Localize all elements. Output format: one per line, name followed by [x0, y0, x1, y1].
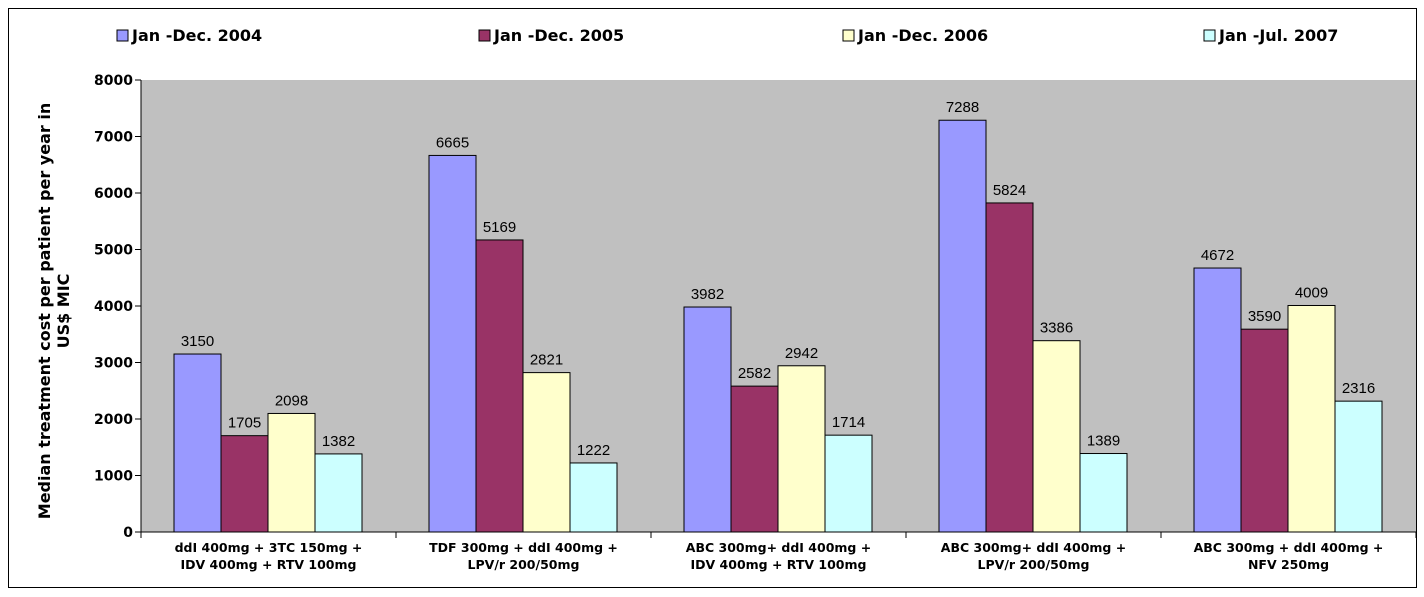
bar	[1079, 453, 1128, 533]
legend-label: Jan -Dec. 2005	[493, 26, 624, 45]
legend-swatch	[1203, 29, 1216, 42]
y-axis-label: Median treatment cost per patient per ye…	[35, 103, 73, 519]
bar	[1287, 304, 1336, 533]
legend: Jan -Dec. 2004 Jan -Dec. 2005 Jan -Dec. 20…	[116, 26, 1338, 45]
bar	[220, 435, 269, 533]
y-tick-label: 5000	[94, 243, 133, 259]
bar	[1193, 267, 1242, 533]
y-tick-label: 7000	[94, 130, 133, 146]
bar	[569, 462, 618, 533]
bar	[683, 306, 732, 533]
bar	[824, 434, 873, 533]
data-label: 1705	[228, 415, 261, 432]
y-tick-label: 8000	[94, 73, 133, 89]
y-tick-label: 0	[123, 525, 133, 541]
data-label: 2942	[785, 345, 818, 362]
data-label: 4672	[1201, 247, 1234, 264]
data-label: 3150	[181, 333, 214, 350]
bar	[314, 453, 363, 533]
bar-chart: Jan -Dec. 2004 Jan -Dec. 2005 Jan -Dec. 20…	[35, 26, 1416, 572]
data-label: 1222	[577, 442, 610, 459]
legend-item: Jan -Dec. 2005	[478, 26, 624, 45]
bar	[938, 119, 987, 533]
data-label: 1714	[832, 414, 865, 431]
legend-item: Jan -Dec. 2006	[842, 26, 988, 45]
data-label: 1389	[1087, 433, 1120, 450]
legend-item: Jan -Dec. 2004	[116, 26, 262, 45]
legend-label: Jan -Jul. 2007	[1218, 26, 1338, 45]
bar	[777, 365, 826, 533]
data-label: 4009	[1295, 284, 1328, 301]
data-label: 5824	[993, 182, 1026, 199]
data-label: 2582	[738, 365, 771, 382]
data-label: 2316	[1342, 380, 1375, 397]
bar	[475, 239, 524, 533]
x-category-labels: ddI 400mg + 3TC 150mg + IDV 400mg + RTV 1…	[175, 540, 1384, 572]
legend-label: Jan -Dec. 2004	[131, 26, 262, 45]
data-label: 1382	[322, 433, 355, 450]
bar	[1240, 328, 1289, 533]
bar	[267, 412, 316, 533]
data-label: 2821	[530, 352, 563, 369]
x-category-label: ABC 300mg+ ddI 400mg + IDV 400mg + RTV 10…	[686, 540, 871, 572]
legend-swatch	[478, 29, 491, 42]
bar	[522, 372, 571, 533]
y-tick-label: 3000	[94, 356, 133, 372]
chart-frame: Jan -Dec. 2004 Jan -Dec. 2005 Jan -Dec. 20…	[8, 8, 1417, 588]
data-label: 2098	[275, 392, 308, 409]
x-category-label: TDF 300mg + ddI 400mg + LPV/r 200/50mg	[429, 540, 618, 572]
y-tick-label: 6000	[94, 186, 133, 202]
bar	[985, 202, 1034, 533]
data-label: 3386	[1040, 320, 1073, 337]
bar	[428, 154, 477, 533]
legend-label: Jan -Dec. 2006	[857, 26, 988, 45]
legend-swatch	[842, 29, 855, 42]
x-category-label: ABC 300mg + ddI 400mg + NFV 250mg	[1194, 540, 1384, 572]
bar	[730, 385, 779, 533]
bar	[1334, 400, 1383, 533]
data-label: 3982	[691, 286, 724, 303]
bar	[1032, 340, 1081, 533]
bars	[173, 119, 1383, 533]
x-category-label: ABC 300mg+ ddI 400mg + LPV/r 200/50mg	[941, 540, 1126, 572]
data-label: 7288	[946, 99, 979, 116]
data-labels: 3150 1705 2098 1382 6665 5169 2821 1222 3982 2582…	[181, 99, 1375, 459]
data-label: 6665	[436, 134, 469, 151]
axes	[135, 79, 1416, 538]
y-tick-label: 1000	[94, 469, 133, 485]
bar	[173, 353, 222, 533]
y-tick-label: 2000	[94, 412, 133, 428]
data-label: 5169	[483, 219, 516, 236]
y-tick-label: 4000	[94, 299, 133, 315]
legend-item: Jan -Jul. 2007	[1203, 26, 1338, 45]
legend-swatch	[116, 29, 129, 42]
y-tick-labels: 0 1000 2000 3000 4000 5000 6000 7000 8000	[94, 73, 133, 541]
x-category-label: ddI 400mg + 3TC 150mg + IDV 400mg + RTV 1…	[175, 540, 363, 572]
data-label: 3590	[1248, 308, 1281, 325]
